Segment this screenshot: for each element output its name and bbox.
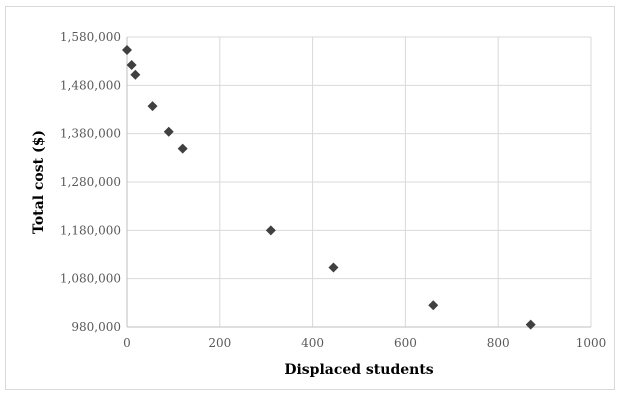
x-axis-title: Displaced students [284, 362, 433, 378]
data-point [525, 319, 536, 330]
y-tick-label: 1,080,000 [60, 272, 121, 286]
y-tick-label: 1,280,000 [60, 175, 121, 189]
x-tick-label: 200 [208, 336, 231, 350]
data-point [265, 225, 276, 236]
y-tick-label: 1,180,000 [60, 223, 121, 237]
x-tick-label: 0 [123, 336, 131, 350]
axes [126, 37, 591, 328]
data-point [428, 300, 439, 311]
y-tick-labels: 980,000 1,080,000 1,180,000 1,280,000 1,380,… [60, 30, 121, 334]
data-point [147, 101, 158, 112]
y-tick-label: 1,380,000 [60, 127, 121, 141]
data-point [126, 60, 137, 71]
data-point [163, 126, 174, 137]
data-point [130, 69, 141, 80]
y-tick-label: 980,000 [71, 320, 121, 334]
x-tick-label: 800 [487, 336, 510, 350]
data-point [122, 45, 132, 56]
y-tick-label: 1,580,000 [60, 30, 121, 44]
grid-lines [126, 36, 592, 328]
x-tick-labels: 0 200 400 600 800 1000 [123, 336, 606, 350]
x-tick-label: 600 [394, 336, 417, 350]
data-point [177, 143, 188, 154]
chart-frame: 980,000 1,080,000 1,180,000 1,280,000 1,380,… [5, 6, 615, 390]
y-tick-label: 1,480,000 [60, 78, 121, 92]
data-point [328, 262, 339, 273]
y-axis-title: Total cost ($) [31, 130, 47, 234]
x-tick-label: 1000 [576, 336, 607, 350]
x-tick-label: 400 [301, 336, 324, 350]
scatter-chart: 980,000 1,080,000 1,180,000 1,280,000 1,380,… [31, 30, 606, 378]
data-points [122, 45, 536, 330]
